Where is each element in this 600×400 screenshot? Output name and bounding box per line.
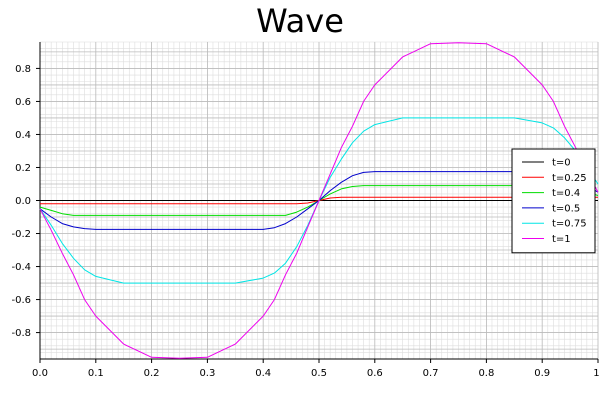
y-tick-label: -0.2 [11, 229, 31, 240]
legend-label: t=0 [552, 158, 571, 169]
y-tick-label: 0.6 [15, 97, 31, 108]
legend-label: t=0.75 [552, 219, 587, 230]
x-tick-label: 0.8 [478, 368, 494, 379]
y-tick-label: 0.2 [15, 163, 31, 174]
x-tick-label: 0.1 [88, 368, 104, 379]
y-tick-label: -0.8 [11, 328, 31, 339]
legend-label: t=0.4 [552, 188, 580, 199]
x-tick-label: 0.9 [534, 368, 550, 379]
y-tick-label: -0.4 [11, 262, 31, 273]
legend-label: t=0.25 [552, 173, 587, 184]
y-tick-label: 0.4 [15, 130, 31, 141]
x-tick-label: 0.5 [311, 368, 327, 379]
series-line-t-1 [39, 42, 599, 359]
x-tick-label: 0.2 [144, 368, 160, 379]
x-tick-label: 0.4 [255, 368, 271, 379]
tick-labels: 0.0 0.1 0.2 0.3 0.4 0.5 0.6 0.7 0.8 0.9 1. -0.8 -0.6… [11, 64, 600, 379]
chart-title: Wave [256, 2, 344, 40]
legend-box [511, 148, 596, 254]
y-tick-label: 0.0 [15, 196, 31, 207]
x-tick-label: 0.3 [199, 368, 215, 379]
x-tick-label: 1. [593, 368, 600, 379]
x-tick-label: 0.6 [367, 368, 383, 379]
x-tick-label: 0.7 [423, 368, 439, 379]
x-tick-label: 0.0 [32, 368, 48, 379]
y-tick-label: 0.8 [15, 64, 31, 75]
legend-label: t=0.5 [552, 203, 580, 214]
legend: t=0 t=0.25 t=0.4 t=0.5 t=0.75 t=1 [511, 148, 596, 254]
y-tick-label: -0.6 [11, 295, 31, 306]
legend-label: t=1 [552, 234, 571, 245]
